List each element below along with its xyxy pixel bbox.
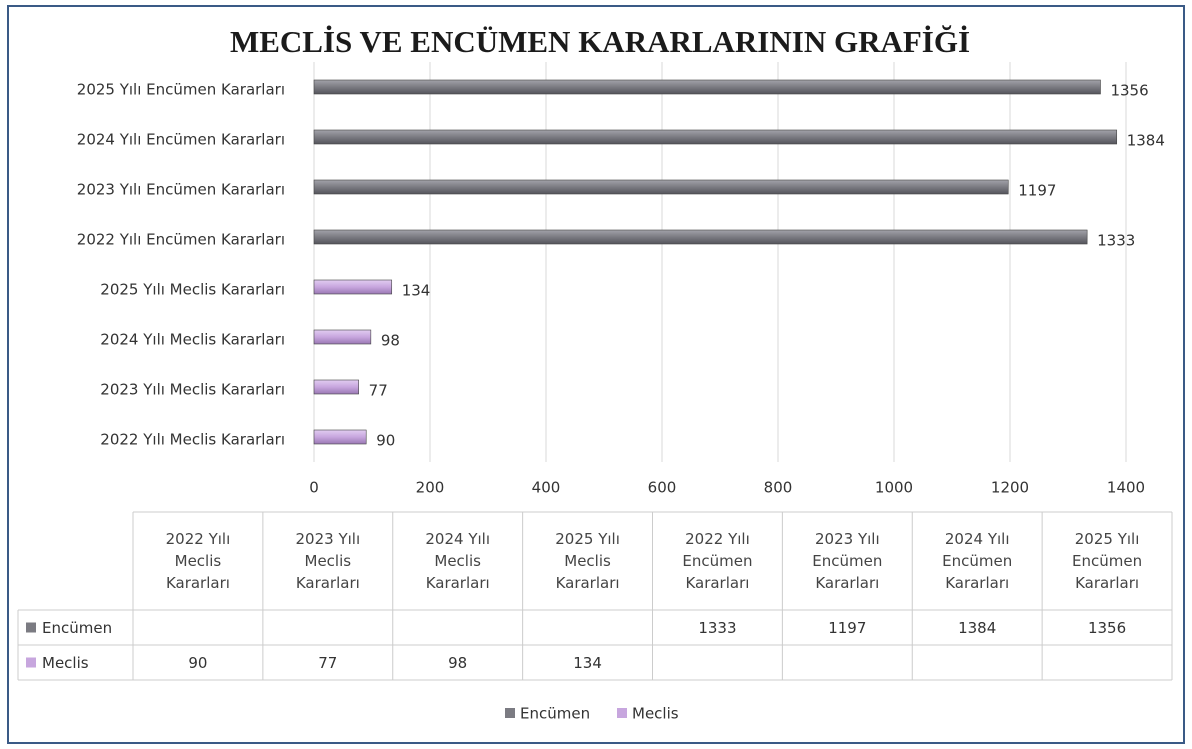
- bar: [313, 229, 1088, 245]
- legend-key: [505, 708, 515, 718]
- table-cell: 134: [573, 654, 602, 672]
- x-tick-label: 0: [309, 479, 319, 497]
- data-label: 134: [402, 282, 431, 300]
- table-header: 2023 Yılı Encümen Kararları: [812, 530, 883, 592]
- y-tick-label: 2022 Yılı Encümen Kararları: [77, 231, 285, 249]
- y-tick-label: 2024 Yılı Encümen Kararları: [77, 131, 285, 149]
- x-tick-label: 1400: [1107, 479, 1145, 497]
- table-cell: 77: [318, 654, 337, 672]
- legend-label: Meclis: [632, 705, 679, 723]
- y-tick-label: 2023 Yılı Meclis Kararları: [100, 381, 285, 399]
- table-header: 2025 Yılı Meclis Kararları: [555, 530, 620, 592]
- table-cell: 1356: [1088, 619, 1126, 637]
- legend-key: [26, 657, 36, 668]
- table-header: 2024 Yılı Meclis Kararları: [425, 530, 490, 592]
- table-row-label: Meclis: [42, 654, 89, 672]
- data-label: 1384: [1127, 132, 1165, 150]
- data-label: 1356: [1110, 82, 1148, 100]
- bar: [313, 79, 1101, 95]
- data-label: 1197: [1018, 182, 1056, 200]
- x-tick-label: 200: [416, 479, 445, 497]
- y-tick-label: 2023 Yılı Encümen Kararları: [77, 181, 285, 199]
- data-label: 77: [369, 382, 388, 400]
- bar: [313, 379, 359, 395]
- y-tick-label: 2024 Yılı Meclis Kararları: [100, 331, 285, 349]
- x-tick-label: 1000: [875, 479, 913, 497]
- table-cell: 1197: [828, 619, 866, 637]
- bar: [313, 329, 372, 345]
- data-label: 98: [381, 332, 400, 350]
- legend-key: [26, 622, 36, 633]
- chart-title: MECLİS VE ENCÜMEN KARARLARININ GRAFİĞİ: [230, 24, 970, 59]
- bar: [313, 129, 1118, 145]
- data-label: 90: [376, 432, 395, 450]
- y-tick-label: 2025 Yılı Meclis Kararları: [100, 281, 285, 299]
- x-tick-label: 400: [532, 479, 561, 497]
- table-row-label: Encümen: [42, 619, 112, 637]
- table-cell: 1333: [698, 619, 736, 637]
- table-header: 2024 Yılı Encümen Kararları: [942, 530, 1013, 592]
- legend-key: [617, 708, 627, 718]
- x-tick-label: 600: [648, 479, 677, 497]
- y-tick-label: 2025 Yılı Encümen Kararları: [77, 81, 285, 99]
- table-header: 2025 Yılı Encümen Kararları: [1072, 530, 1143, 592]
- x-tick-label: 1200: [991, 479, 1029, 497]
- data-label: 1333: [1097, 232, 1135, 250]
- frame: [7, 5, 1185, 744]
- y-tick-label: 2022 Yılı Meclis Kararları: [100, 431, 285, 449]
- table-header: 2022 Yılı Encümen Kararları: [682, 530, 753, 592]
- bar: [313, 179, 1009, 195]
- bar: [313, 429, 367, 445]
- legend-label: Encümen: [520, 705, 590, 723]
- table-cell: 98: [448, 654, 467, 672]
- table-header: 2023 Yılı Meclis Kararları: [295, 530, 361, 592]
- table-cell: 1384: [958, 619, 996, 637]
- table-cell: 90: [188, 654, 207, 672]
- x-tick-label: 800: [764, 479, 793, 497]
- table-header: 2022 Yılı Meclis Kararları: [165, 530, 231, 592]
- bar: [313, 279, 393, 295]
